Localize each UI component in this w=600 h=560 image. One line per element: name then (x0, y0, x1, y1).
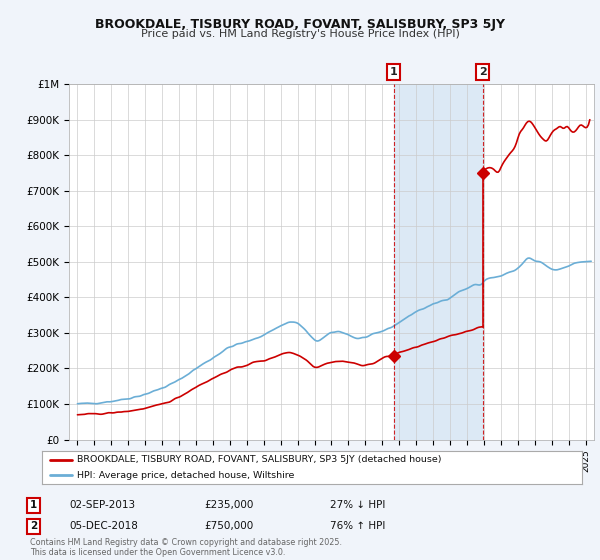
Text: Contains HM Land Registry data © Crown copyright and database right 2025.
This d: Contains HM Land Registry data © Crown c… (30, 538, 342, 557)
Text: 27% ↓ HPI: 27% ↓ HPI (330, 500, 385, 510)
Text: £235,000: £235,000 (204, 500, 253, 510)
Text: 2: 2 (30, 521, 37, 531)
Text: 76% ↑ HPI: 76% ↑ HPI (330, 521, 385, 531)
Text: 05-DEC-2018: 05-DEC-2018 (69, 521, 138, 531)
Text: Price paid vs. HM Land Registry's House Price Index (HPI): Price paid vs. HM Land Registry's House … (140, 29, 460, 39)
Text: HPI: Average price, detached house, Wiltshire: HPI: Average price, detached house, Wilt… (77, 471, 295, 480)
Text: 2: 2 (479, 67, 487, 77)
Text: BROOKDALE, TISBURY ROAD, FOVANT, SALISBURY, SP3 5JY: BROOKDALE, TISBURY ROAD, FOVANT, SALISBU… (95, 18, 505, 31)
Bar (394, 84, 482, 440)
Text: 1: 1 (30, 500, 37, 510)
Text: 1: 1 (390, 67, 398, 77)
Text: 02-SEP-2013: 02-SEP-2013 (69, 500, 135, 510)
Text: £750,000: £750,000 (204, 521, 253, 531)
Text: BROOKDALE, TISBURY ROAD, FOVANT, SALISBURY, SP3 5JY (detached house): BROOKDALE, TISBURY ROAD, FOVANT, SALISBU… (77, 455, 442, 464)
